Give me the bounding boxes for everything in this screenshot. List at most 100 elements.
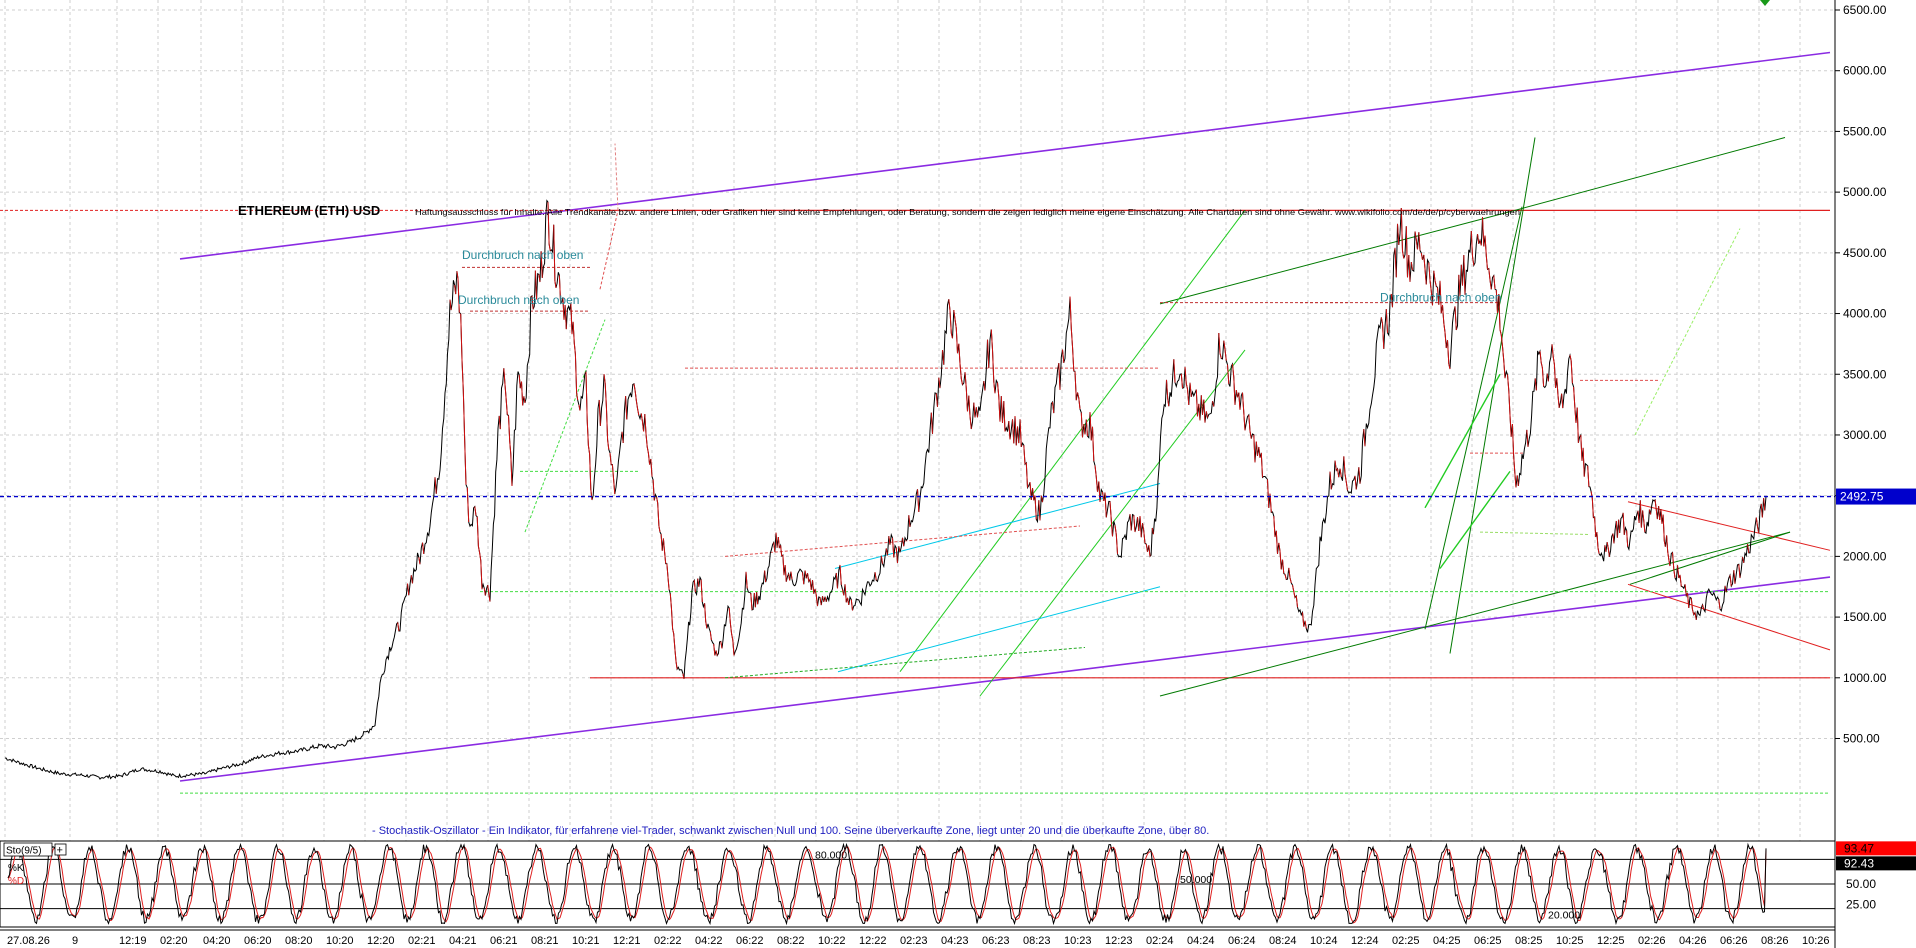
trend-line xyxy=(1424,206,1523,630)
stoch-d-marker xyxy=(1836,856,1916,871)
time-tick-label: 02:20 xyxy=(160,935,188,947)
trend-line xyxy=(1629,531,1791,585)
dashed-level-line xyxy=(724,646,1086,679)
indicator-panel: Sto(9/5) + %K %D 80.000 50.000 20.000 50… xyxy=(0,840,1916,928)
trend-line xyxy=(179,576,1831,782)
time-tick-label: 12:25 xyxy=(1597,935,1625,947)
level-20-label: 20.000 xyxy=(1548,910,1580,922)
stochastic-series xyxy=(7,842,1767,926)
trend-lines xyxy=(179,51,1831,782)
time-tick-label: 9 xyxy=(72,935,78,947)
time-tick-label: 06:22 xyxy=(736,935,764,947)
trend-line xyxy=(1424,373,1501,509)
price-tick-label: 4000.00 xyxy=(1843,307,1887,321)
price-tick-label: 500.00 xyxy=(1843,732,1880,746)
trend-line xyxy=(1627,583,1831,651)
indicator-grid xyxy=(0,858,1835,910)
trend-line xyxy=(899,210,1246,673)
time-tick-label: 12:21 xyxy=(613,935,641,947)
time-tick-label: 04:22 xyxy=(695,935,723,947)
time-tick-label: 08:23 xyxy=(1023,935,1051,947)
stoch-k-value: 93.47 xyxy=(1844,841,1874,855)
time-tick-label: 02:25 xyxy=(1392,935,1420,947)
time-tick-label: 08:20 xyxy=(285,935,313,947)
trend-line xyxy=(834,483,1161,570)
price-tick-label: 4500.00 xyxy=(1843,246,1887,260)
plus-icon: + xyxy=(57,845,63,857)
dashed-level-line xyxy=(1634,228,1741,436)
time-tick-label: 12:23 xyxy=(1105,935,1133,947)
price-tick-label: 3000.00 xyxy=(1843,428,1887,442)
dashed-level-line xyxy=(1479,531,1591,536)
trend-line xyxy=(1159,209,1516,305)
level-80-label: 80.000 xyxy=(815,849,847,861)
time-tick-label: 10:26 xyxy=(1802,935,1830,947)
last-price-label: 2492.75 xyxy=(1840,490,1884,504)
time-tick-label: 08:22 xyxy=(777,935,805,947)
chart-disclaimer: Haftungsausschluss für Inhalte: Alle Tre… xyxy=(415,208,1520,217)
trend-line xyxy=(1159,531,1791,697)
price-tick-label: 6000.00 xyxy=(1843,64,1887,78)
dashed-level-line xyxy=(599,210,619,290)
time-tick-label: 02:21 xyxy=(408,935,436,947)
time-tick-label: 04:21 xyxy=(449,935,477,947)
time-tick-label: 04:20 xyxy=(203,935,231,947)
price-grid xyxy=(0,0,1835,841)
indicator-label: Sto(9/5) xyxy=(6,846,42,857)
price-tick-label: 5000.00 xyxy=(1843,185,1887,199)
scroll-marker-icon xyxy=(1760,0,1770,6)
time-tick-label: 12:24 xyxy=(1351,935,1379,947)
indicator-tick-label: 50.00 xyxy=(1846,877,1876,891)
price-tick-label: 6500.00 xyxy=(1843,3,1887,17)
trend-line xyxy=(1439,470,1511,569)
indicator-description: - Stochastik-Oszillator - Ein Indikator,… xyxy=(372,825,1209,837)
stoch-k-label: %K xyxy=(8,863,24,874)
indicator-axis-labels: 50.00 25.00 xyxy=(1846,877,1876,912)
time-tick-label: 06:21 xyxy=(490,935,518,947)
support-resistance-lines xyxy=(0,143,1830,794)
expand-indicator-button[interactable] xyxy=(54,843,67,856)
price-down-moves xyxy=(397,202,1766,680)
time-tick-label: 10:25 xyxy=(1556,935,1584,947)
time-tick-label: 04:26 xyxy=(1679,935,1707,947)
time-tick-label: 27.08.26 xyxy=(7,935,50,947)
stoch-d-line xyxy=(7,845,1767,924)
time-tick-label: 06:20 xyxy=(244,935,272,947)
dashed-level-line xyxy=(524,319,606,533)
price-tick-label: 2000.00 xyxy=(1843,549,1887,563)
breakout-annotation: Durchbruch nach oben xyxy=(462,248,583,262)
time-tick-label: 08:21 xyxy=(531,935,559,947)
time-tick-label: 10:22 xyxy=(818,935,846,947)
trend-line xyxy=(1449,137,1536,654)
annotations: Durchbruch nach oben Durchbruch nach oben… xyxy=(458,248,1501,307)
price-tick-label: 1500.00 xyxy=(1843,610,1887,624)
dashed-level-line xyxy=(614,143,619,211)
time-tick-label: 06:26 xyxy=(1720,935,1748,947)
trend-line xyxy=(1627,501,1831,551)
chart-title: ETHEREUM (ETH) USD xyxy=(238,203,380,218)
time-tick-label: 12:19 xyxy=(119,935,147,947)
level-50-label: 50.000 xyxy=(1180,874,1212,886)
time-tick-label: 06:24 xyxy=(1228,935,1256,947)
indicator-tick-label: 25.00 xyxy=(1846,898,1876,912)
time-tick-label: 08:26 xyxy=(1761,935,1789,947)
price-axis-labels: 500.001000.001500.002000.002500.003000.0… xyxy=(1835,3,1887,746)
time-tick-label: 10:20 xyxy=(326,935,354,947)
price-tick-label: 1000.00 xyxy=(1843,671,1887,685)
time-tick-label: 10:21 xyxy=(572,935,600,947)
trend-line xyxy=(837,586,1161,673)
time-tick-label: 12:22 xyxy=(859,935,887,947)
breakout-annotation: Durchbruch nach oben xyxy=(1380,290,1501,304)
stoch-d-value: 92.43 xyxy=(1844,856,1874,870)
last-price-marker xyxy=(1836,488,1916,505)
time-tick-label: 04:25 xyxy=(1433,935,1461,947)
stoch-d-label: %D xyxy=(8,876,24,887)
time-tick-label: 10:24 xyxy=(1310,935,1338,947)
time-tick-label: 12:20 xyxy=(367,935,395,947)
price-series xyxy=(4,199,1767,780)
time-tick-label: 02:23 xyxy=(900,935,928,947)
breakout-annotation: Durchbruch nach oben xyxy=(458,293,579,307)
time-tick-label: 10:23 xyxy=(1064,935,1092,947)
